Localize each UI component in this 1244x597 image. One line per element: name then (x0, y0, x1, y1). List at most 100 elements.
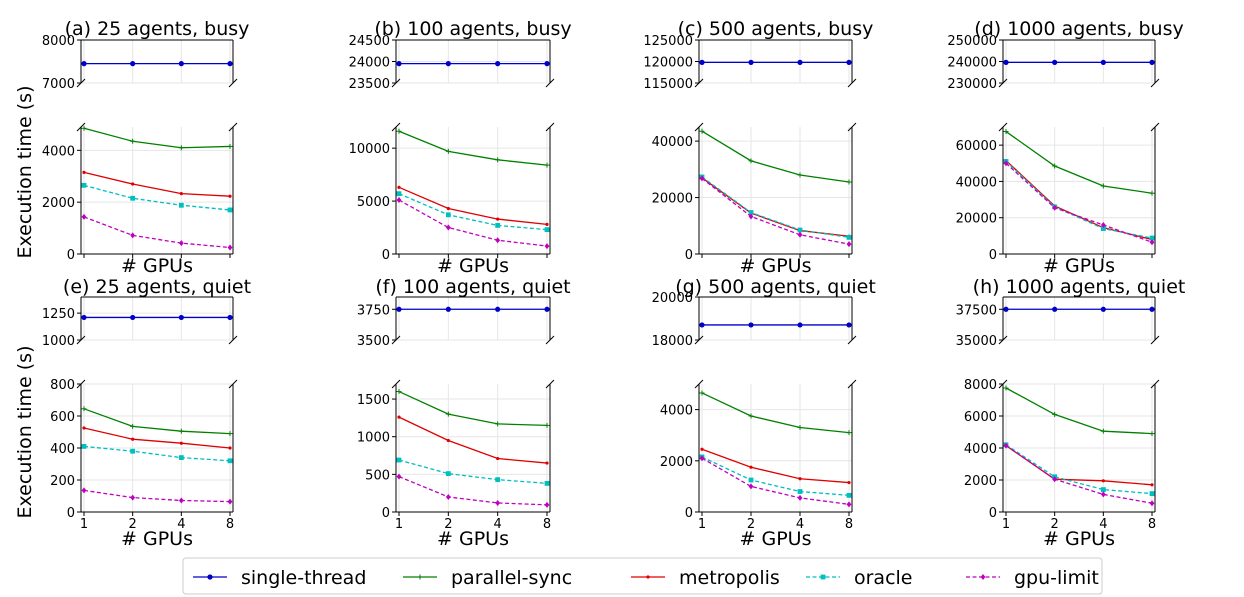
marker-square (1149, 491, 1155, 496)
legend-entry-gpu-limit: gpu-limit (966, 567, 1099, 589)
x-tick-label: 1 (1002, 517, 1010, 532)
series-line-metropolis (1005, 160, 1153, 241)
x-tick-label: 1 (698, 517, 706, 532)
axis-break-mark (694, 122, 704, 132)
axis-break-mark (545, 335, 555, 345)
marker-circle (1100, 59, 1106, 65)
axis-break-mark (228, 335, 238, 345)
marker-circle (1149, 59, 1155, 65)
axis-break-mark (545, 379, 555, 389)
y-tick-label: 4000 (964, 442, 997, 457)
axis-break-mark (1150, 122, 1160, 132)
marker-diamond (544, 243, 550, 250)
marker-dot (847, 480, 851, 485)
marker-diamond (227, 244, 233, 251)
legend-label: parallel-sync (451, 567, 572, 589)
series-line-parallel-sync (701, 130, 850, 183)
marker-dot (700, 447, 704, 451)
marker-diamond (1149, 500, 1155, 507)
marker-dot (496, 456, 500, 461)
marker-circle (445, 306, 451, 312)
panel-title: (e) 25 agents, quiet (63, 276, 251, 298)
x-tick-label: 4 (494, 517, 502, 532)
series-line-gpu-limit (1005, 162, 1153, 243)
marker-dot (749, 465, 753, 469)
marker-square (495, 223, 501, 228)
series-line-metropolis (701, 177, 850, 237)
marker-diamond (178, 240, 184, 247)
series-line-parallel-sync (398, 130, 548, 166)
y-tick-label: 0 (382, 248, 390, 263)
marker-dot (179, 192, 183, 196)
series-line-oracle (1005, 160, 1153, 239)
x-tick-label: 2 (1051, 517, 1059, 532)
x-tick-label: 4 (1099, 517, 1107, 532)
marker-circle (797, 59, 803, 65)
marker-circle (1052, 306, 1058, 312)
marker-diamond (846, 241, 852, 248)
y-tick-label: 10000 (349, 142, 390, 157)
y-tick-label: 7000 (42, 77, 75, 92)
y-tick-label: 200 (50, 474, 75, 489)
y-tick-label: 4000 (42, 144, 75, 159)
y-tick-label: 20000 (652, 291, 693, 306)
series-line-oracle (83, 184, 231, 211)
legend-label: single-thread (241, 567, 366, 589)
axis-break-mark (847, 335, 857, 345)
x-tick-label: 4 (796, 517, 804, 532)
marker-dot (798, 477, 802, 481)
series-line-metropolis (701, 448, 850, 484)
panel-6: (f) 100 agents, quiet 3500 3750 0 500 1000 150… (357, 276, 571, 550)
panel-1: (a) 25 agents, busy 7000 8000 0 2000 4000 # GP… (42, 18, 250, 277)
marker-dot (496, 217, 500, 221)
y-tick-label: 6000 (964, 410, 997, 425)
marker-circle (130, 314, 136, 321)
upper-axes: 1000 1250 (42, 296, 238, 349)
panel-7: (g) 500 agents, quiet 18000 20000 0 2000 4000… (652, 276, 876, 550)
legend-label: gpu-limit (1014, 567, 1099, 589)
upper-axes: 18000 20000 (652, 291, 857, 349)
marker-square (748, 477, 754, 483)
marker-circle (445, 61, 451, 67)
legend-label: oracle (854, 567, 913, 589)
y-tick-label: 1000 (42, 334, 75, 349)
upper-axes: 230000 240000 250000 (947, 34, 1160, 92)
marker-dot (82, 426, 86, 430)
axis-break-mark (391, 122, 401, 132)
marker-circle (748, 59, 754, 65)
panel-title: (g) 500 agents, quiet (675, 276, 876, 298)
marker-circle (846, 59, 852, 65)
marker-square (396, 191, 402, 197)
lower-axes: 0 500 1000 1500 (357, 379, 555, 521)
axis-break-mark (694, 379, 704, 389)
marker-circle (178, 61, 184, 67)
marker-diamond (1149, 239, 1155, 246)
marker-diamond (396, 473, 402, 480)
marker-circle (495, 306, 501, 312)
lower-axes: 0 5000 10000 (349, 122, 555, 263)
marker-circle (699, 322, 705, 328)
series-line-gpu-limit (701, 177, 850, 245)
axis-break-mark (847, 122, 857, 132)
marker-dot (131, 182, 135, 186)
y-tick-label: 20000 (956, 212, 997, 227)
marker-square (544, 227, 550, 233)
x-tick-label: 2 (747, 517, 755, 532)
marker-square (544, 480, 550, 486)
y-tick-label: 0 (989, 248, 997, 263)
marker-square (396, 457, 402, 463)
y-tick-label: 40000 (956, 175, 997, 190)
x-tick-label: 8 (226, 517, 234, 532)
marker-circle (544, 61, 550, 67)
marker-dot (131, 437, 135, 441)
marker-dot (446, 438, 450, 443)
y-axis-label: Execution time (s) (14, 346, 36, 519)
marker-square (846, 492, 852, 498)
marker-diamond (1052, 476, 1058, 483)
marker-circle (846, 322, 852, 328)
marker-square (820, 574, 826, 580)
marker-square (1100, 226, 1106, 231)
series-line-oracle (701, 456, 850, 497)
marker-diamond (1100, 221, 1106, 228)
